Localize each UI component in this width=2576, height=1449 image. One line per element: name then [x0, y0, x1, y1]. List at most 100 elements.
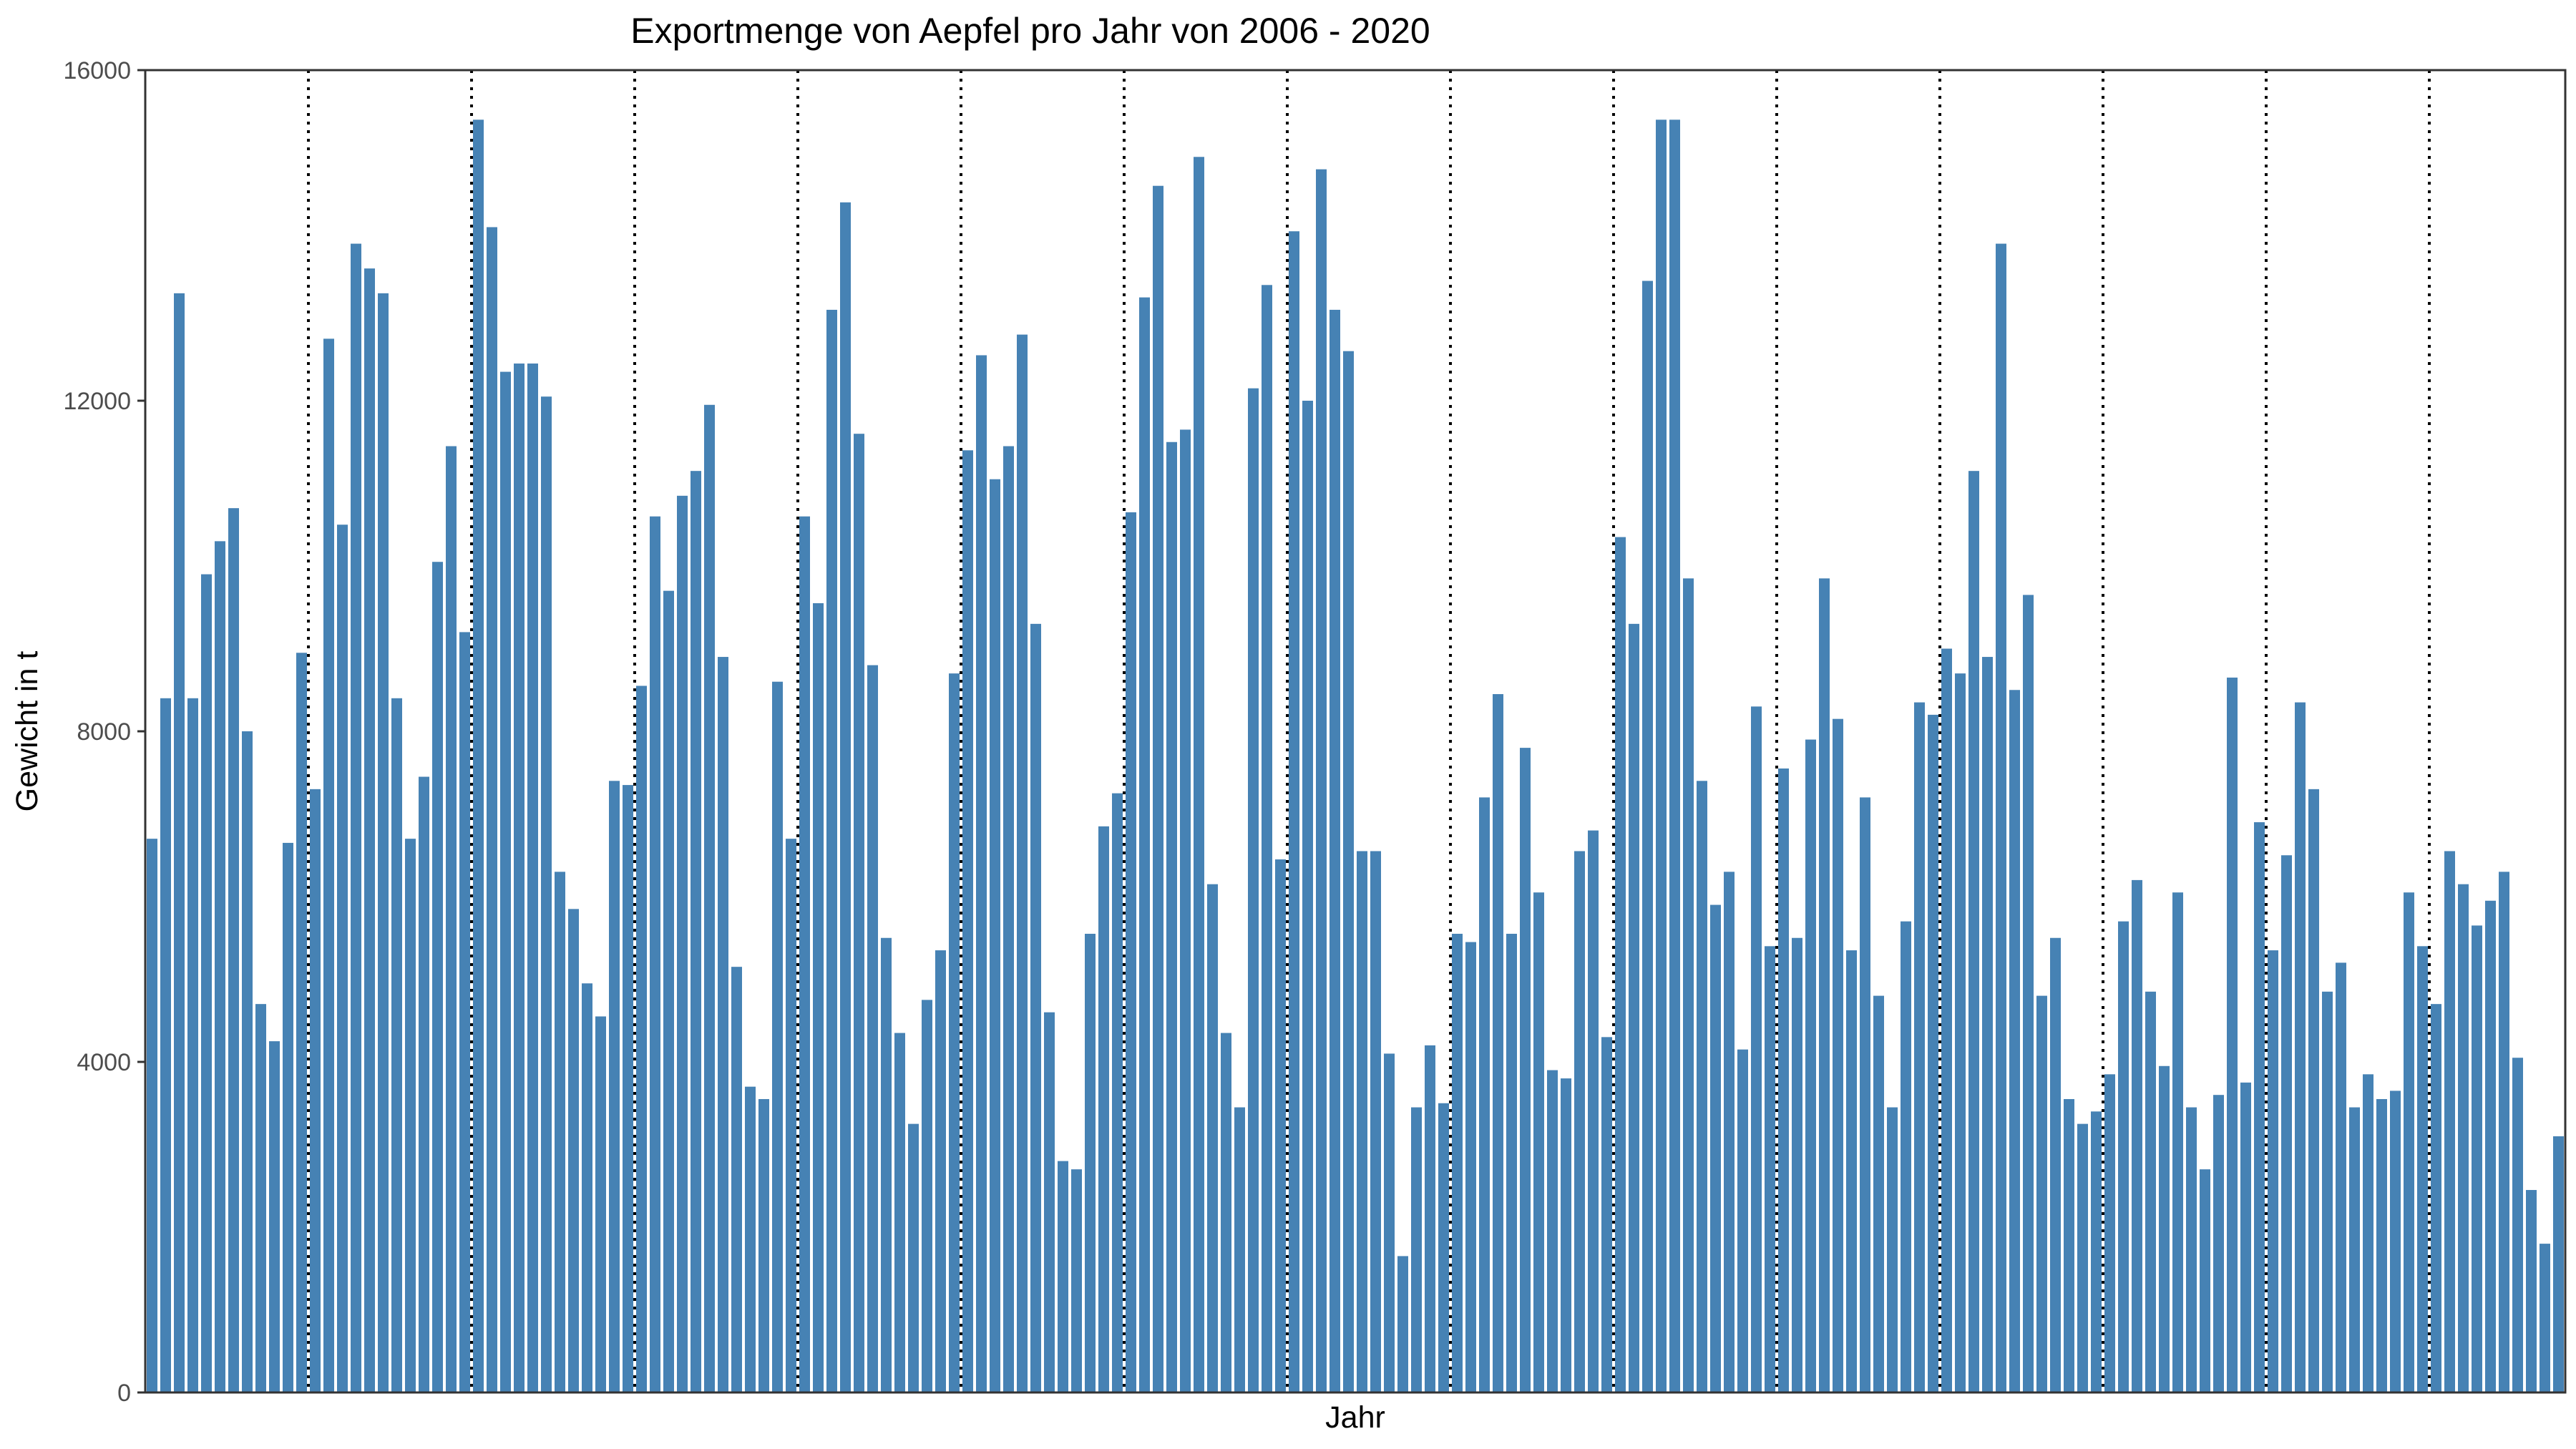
bar	[677, 495, 688, 1392]
bar	[500, 371, 511, 1392]
bar	[1533, 892, 1544, 1392]
bar	[2322, 991, 2333, 1392]
bar	[1710, 904, 1721, 1392]
bar	[1207, 884, 1218, 1392]
bar	[555, 872, 565, 1392]
bar	[1982, 657, 1993, 1392]
bar	[2268, 950, 2278, 1392]
bar	[1642, 280, 1653, 1392]
bar	[323, 338, 334, 1393]
y-tick-label: 16000	[63, 57, 131, 84]
bar	[1955, 673, 1966, 1392]
bar	[1452, 933, 1463, 1392]
bar	[147, 839, 157, 1392]
bar	[623, 785, 633, 1392]
y-tick-label: 0	[117, 1380, 131, 1407]
bar	[473, 119, 484, 1392]
bar	[255, 1004, 266, 1392]
bar	[364, 268, 375, 1393]
bar	[636, 686, 647, 1392]
bar	[772, 681, 783, 1392]
bar	[1656, 119, 1667, 1392]
bar	[1737, 1049, 1748, 1392]
bar	[1234, 1107, 1245, 1392]
bar	[351, 243, 361, 1392]
bar	[1860, 797, 1870, 1392]
bar	[1330, 309, 1340, 1393]
bar	[2064, 1098, 2074, 1392]
bar	[215, 541, 225, 1392]
bar	[1873, 995, 1884, 1392]
bar	[2404, 892, 2414, 1392]
bar	[2540, 1244, 2550, 1392]
bar	[2499, 872, 2509, 1392]
bar	[2458, 884, 2469, 1392]
bar	[813, 602, 824, 1392]
bar	[527, 364, 538, 1392]
bar	[1166, 441, 1177, 1392]
bar	[2213, 1095, 2224, 1392]
bar	[1275, 859, 1286, 1392]
bar	[2431, 1004, 2441, 1392]
bar	[1574, 851, 1585, 1392]
bar	[2512, 1058, 2523, 1392]
bar	[1615, 537, 1626, 1392]
bar	[990, 479, 1000, 1392]
bar	[2295, 702, 2306, 1392]
bar	[1968, 471, 1979, 1393]
bar	[310, 789, 321, 1392]
bar	[568, 909, 579, 1392]
bar	[922, 1000, 932, 1393]
bar	[2104, 1074, 2115, 1392]
bar	[1833, 718, 1843, 1392]
bar	[962, 450, 973, 1392]
bar	[1996, 243, 2006, 1392]
bar	[1370, 851, 1381, 1392]
bar	[2444, 851, 2455, 1392]
bar	[1601, 1037, 1612, 1392]
y-tick-label: 12000	[63, 388, 131, 415]
bar	[2077, 1123, 2088, 1393]
bar	[541, 396, 552, 1392]
bar	[1098, 826, 1109, 1392]
bar	[432, 562, 443, 1392]
bar	[201, 574, 212, 1392]
bar	[881, 937, 892, 1392]
bar	[2200, 1169, 2210, 1392]
bar	[1588, 830, 1599, 1392]
bar	[459, 632, 470, 1392]
bar	[840, 202, 851, 1392]
bar	[296, 653, 307, 1392]
bar	[2240, 1082, 2251, 1393]
bar	[1669, 119, 1680, 1392]
bar	[1085, 933, 1096, 1392]
bar	[1153, 185, 1163, 1393]
bar	[391, 698, 402, 1392]
bar	[1357, 851, 1367, 1392]
bar	[691, 471, 701, 1393]
bar	[1411, 1107, 1422, 1392]
bar	[1493, 694, 1503, 1392]
bar	[1479, 797, 1490, 1392]
bar	[663, 590, 674, 1392]
bar	[2172, 892, 2183, 1392]
bar	[1316, 169, 1327, 1393]
bar	[2023, 595, 2034, 1393]
bar	[2485, 900, 2496, 1392]
bar	[704, 404, 715, 1392]
bar	[745, 1086, 756, 1392]
bar	[1343, 351, 1354, 1393]
bar	[1126, 512, 1136, 1393]
y-tick-label: 4000	[77, 1049, 131, 1076]
bar	[1506, 933, 1517, 1392]
bar	[1901, 921, 1911, 1392]
bar	[867, 665, 878, 1392]
bar	[2050, 937, 2061, 1392]
bar	[1248, 388, 1259, 1393]
bar	[1044, 1012, 1055, 1392]
bar	[2091, 1111, 2102, 1392]
bar	[174, 293, 185, 1393]
bar	[1697, 781, 1707, 1392]
bar	[1438, 1103, 1449, 1392]
bar	[2132, 879, 2142, 1392]
